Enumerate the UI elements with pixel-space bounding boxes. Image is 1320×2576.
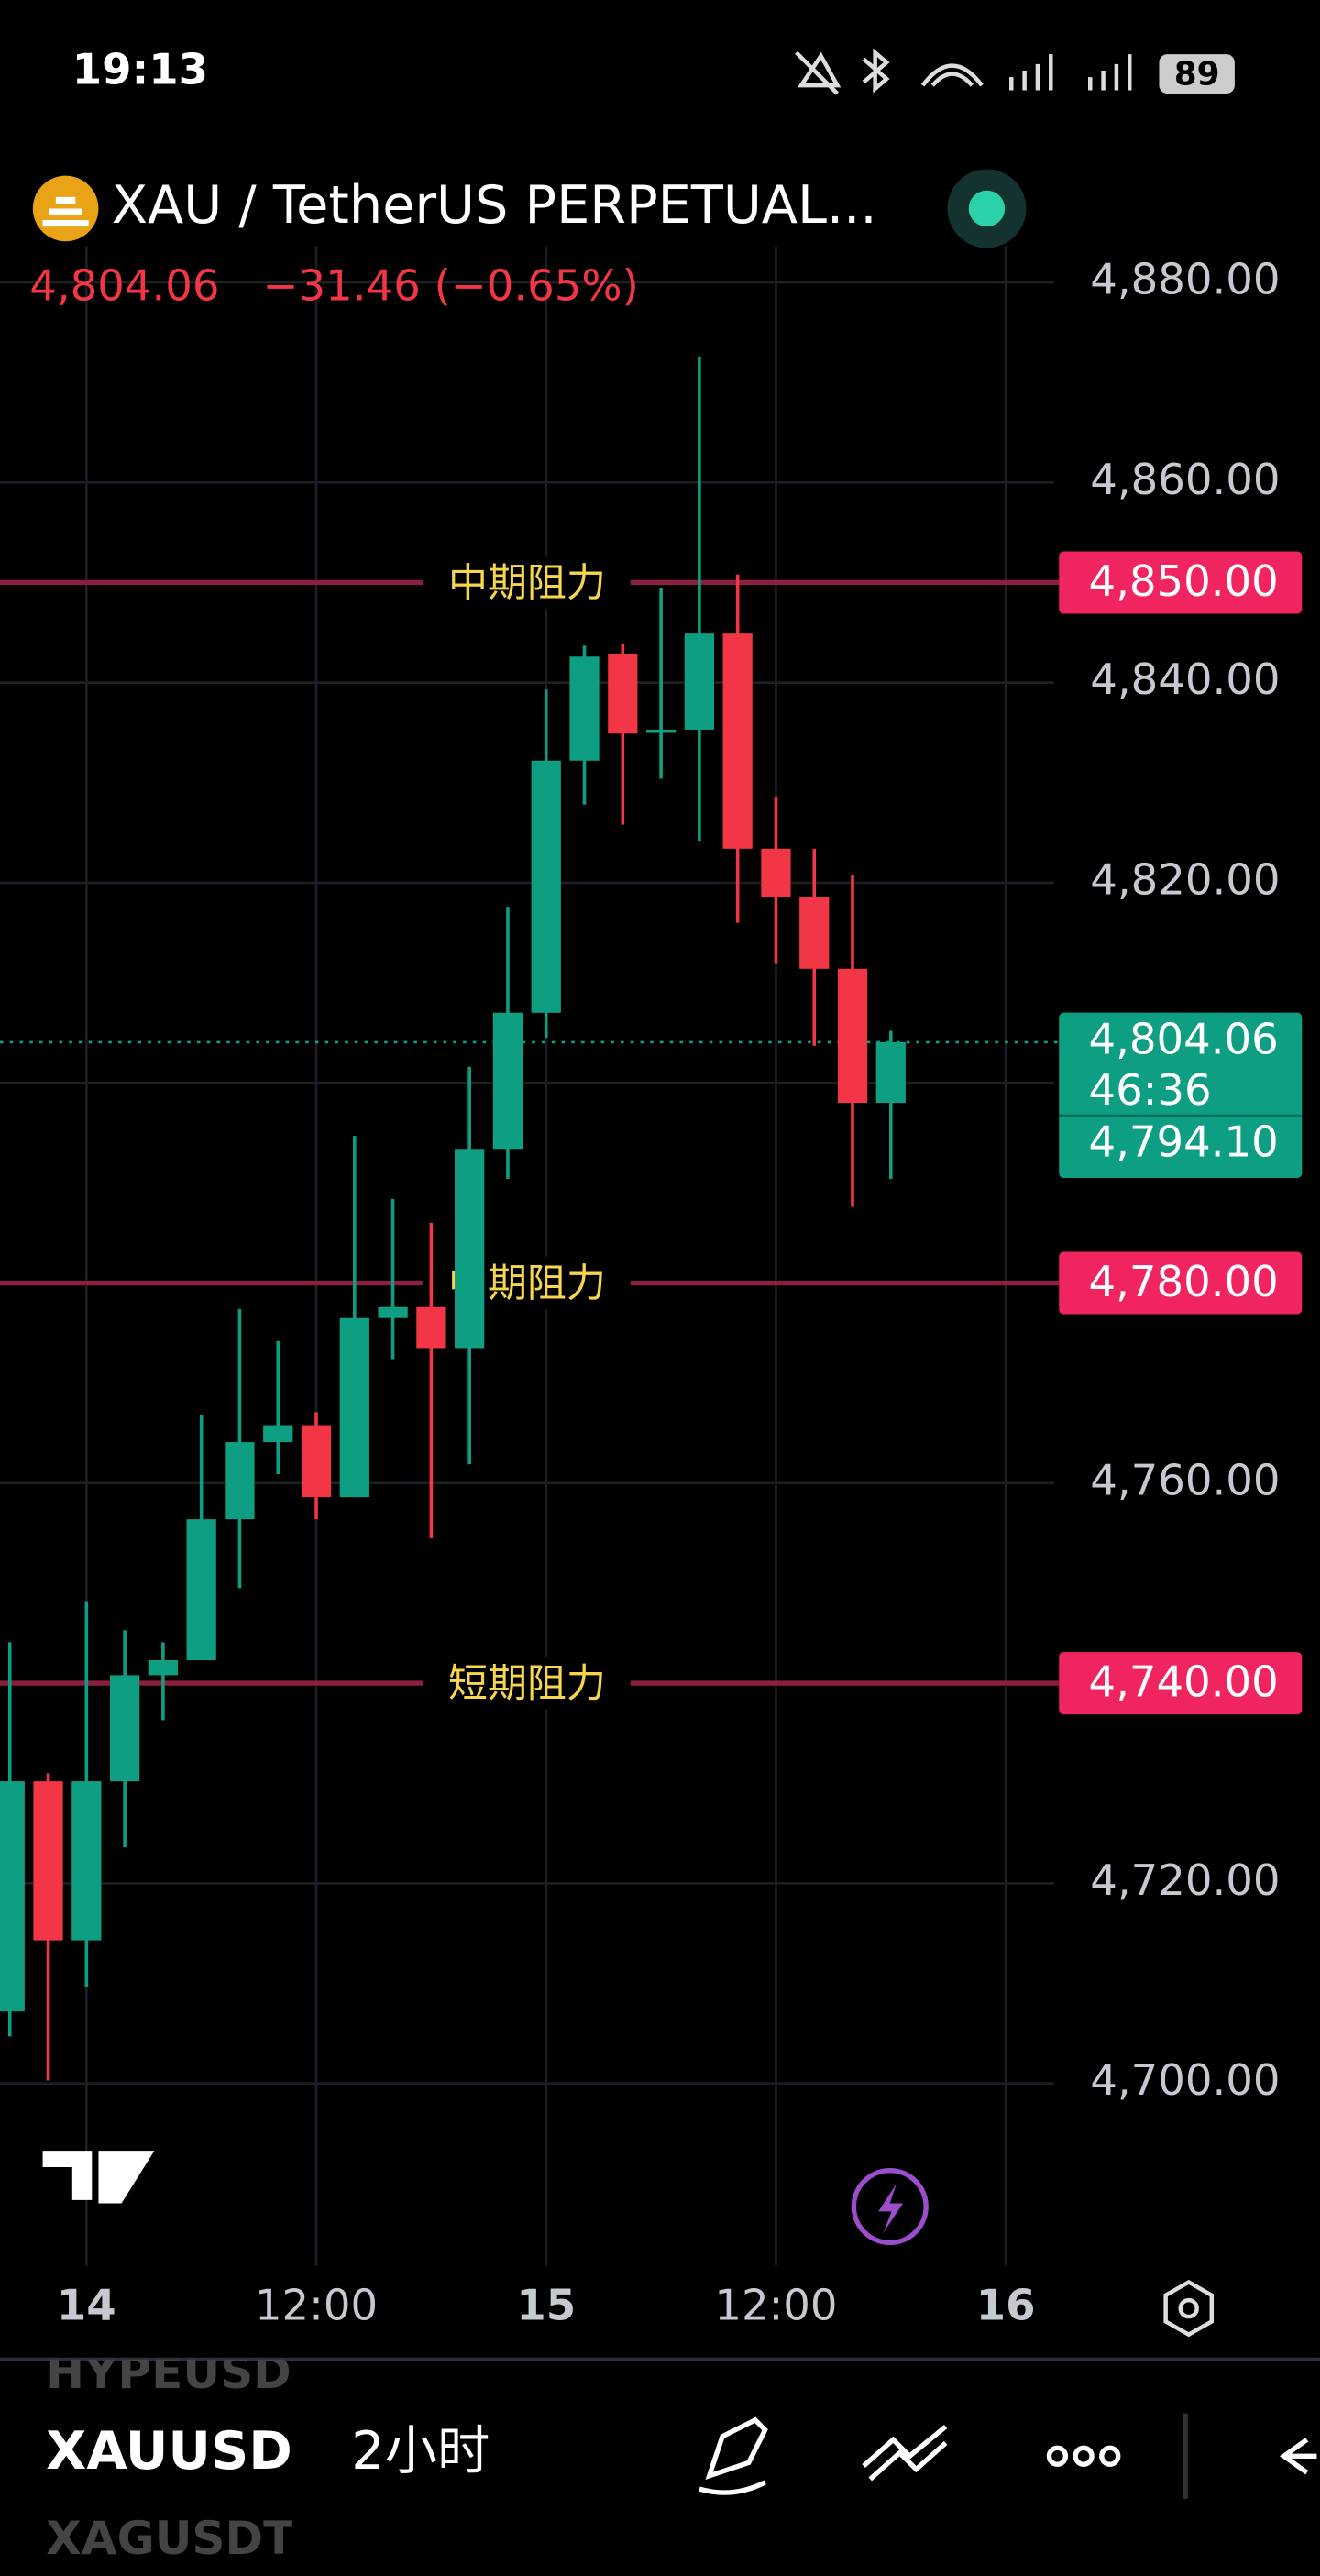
last-price-label: 4,804.06 bbox=[1088, 1014, 1278, 1063]
candle-body bbox=[569, 656, 600, 761]
indicator-button[interactable] bbox=[862, 2424, 948, 2482]
candle-body bbox=[608, 653, 638, 734]
candle-body bbox=[0, 1781, 25, 2012]
level-label: 4,780.00 bbox=[1088, 1257, 1278, 1306]
candle-body bbox=[722, 633, 753, 849]
y-tick-label: 4,840.00 bbox=[1090, 655, 1280, 704]
candle-body bbox=[492, 1012, 523, 1150]
y-tick-label: 4,880.00 bbox=[1090, 255, 1280, 304]
symbol-picker[interactable]: HYPEUSDT XAUUSDT XAGUSDT bbox=[46, 2345, 328, 2565]
candle-body bbox=[416, 1306, 446, 1349]
candle-body bbox=[263, 1425, 293, 1443]
tradingview-logo bbox=[42, 2151, 155, 2204]
chart: 4,700.00 4,720.00 4,740.00 4,760.00 4,780.00… bbox=[0, 246, 1303, 2330]
candle-body bbox=[378, 1306, 408, 1318]
interval[interactable]: 2小时 bbox=[351, 2420, 490, 2482]
level-label: 4,740.00 bbox=[1088, 1657, 1278, 1706]
y-tick-label: 4,820.00 bbox=[1090, 854, 1280, 904]
symbol-below: XAGUSDT bbox=[46, 2511, 294, 2565]
candle-body bbox=[645, 729, 676, 733]
settings-icon bbox=[1178, 2297, 1199, 2319]
price-label-box bbox=[1059, 1012, 1303, 1179]
level-text: 中期阻力 bbox=[448, 561, 606, 607]
candle-body bbox=[875, 1041, 906, 1104]
more-button[interactable] bbox=[1046, 2445, 1069, 2467]
candle-body bbox=[109, 1675, 140, 1782]
settings-button[interactable] bbox=[1163, 2279, 1215, 2338]
candle-body bbox=[799, 897, 830, 969]
symbol-icon bbox=[32, 175, 99, 242]
candle-body bbox=[186, 1519, 216, 1661]
level-text: 短期阻力 bbox=[448, 1661, 606, 1707]
level-text-bg bbox=[424, 1657, 631, 1710]
candle-body bbox=[761, 848, 791, 897]
lightning-icon bbox=[878, 2183, 904, 2233]
candle-body bbox=[531, 760, 561, 1013]
candle-body bbox=[684, 633, 714, 730]
symbol-current: XAUUSDT bbox=[46, 2420, 328, 2482]
back-button[interactable] bbox=[1279, 2438, 1317, 2475]
candle-body bbox=[837, 968, 868, 1104]
level-text-bg bbox=[424, 556, 631, 610]
header-price: 4,804.06 bbox=[29, 261, 219, 311]
x-tick-label: 12:00 bbox=[255, 2281, 378, 2330]
symbol-title: XAU / TetherUS PERPETUAL... bbox=[112, 174, 877, 236]
y-tick-label: 4,700.00 bbox=[1090, 2055, 1280, 2105]
x-tick-label: 15 bbox=[516, 2281, 576, 2330]
y-tick-label: 4,720.00 bbox=[1090, 1855, 1280, 1905]
candle-body bbox=[455, 1149, 485, 1349]
candle-body bbox=[301, 1425, 332, 1498]
y-tick-label: 4,760.00 bbox=[1090, 1455, 1280, 1504]
candle-body bbox=[225, 1442, 255, 1520]
status-dot[interactable] bbox=[968, 190, 1006, 227]
x-tick-label: 16 bbox=[976, 2281, 1036, 2330]
symbol-above: HYPEUSDT bbox=[46, 2345, 323, 2399]
status-icons bbox=[795, 48, 1132, 95]
candle-body bbox=[339, 1317, 369, 1498]
y-tick-label: 4,860.00 bbox=[1090, 455, 1280, 504]
level-label-box bbox=[1059, 551, 1303, 614]
lightning-button[interactable] bbox=[851, 2167, 929, 2246]
candle-body bbox=[72, 1781, 102, 1941]
countdown: 46:36 bbox=[1088, 1065, 1211, 1115]
toolbar-icons bbox=[698, 2413, 1317, 2499]
battery-level: 89 bbox=[1174, 55, 1220, 93]
battery-icon bbox=[1159, 54, 1235, 94]
x-tick-label: 14 bbox=[57, 2281, 116, 2330]
level-label-box bbox=[1059, 1652, 1303, 1715]
level-label: 4,850.00 bbox=[1088, 556, 1278, 606]
candle-body bbox=[33, 1781, 63, 1941]
level-label-box bbox=[1059, 1251, 1303, 1315]
candle-body bbox=[148, 1660, 179, 1676]
status-time: 19:13 bbox=[72, 44, 208, 94]
symbol-icon-glyph bbox=[42, 196, 89, 227]
header-change: −31.46 (−0.65%) bbox=[263, 261, 639, 311]
x-tick-label: 12:00 bbox=[714, 2281, 837, 2330]
draw-button[interactable] bbox=[698, 2416, 768, 2495]
marker-label: 4,794.10 bbox=[1088, 1117, 1278, 1167]
